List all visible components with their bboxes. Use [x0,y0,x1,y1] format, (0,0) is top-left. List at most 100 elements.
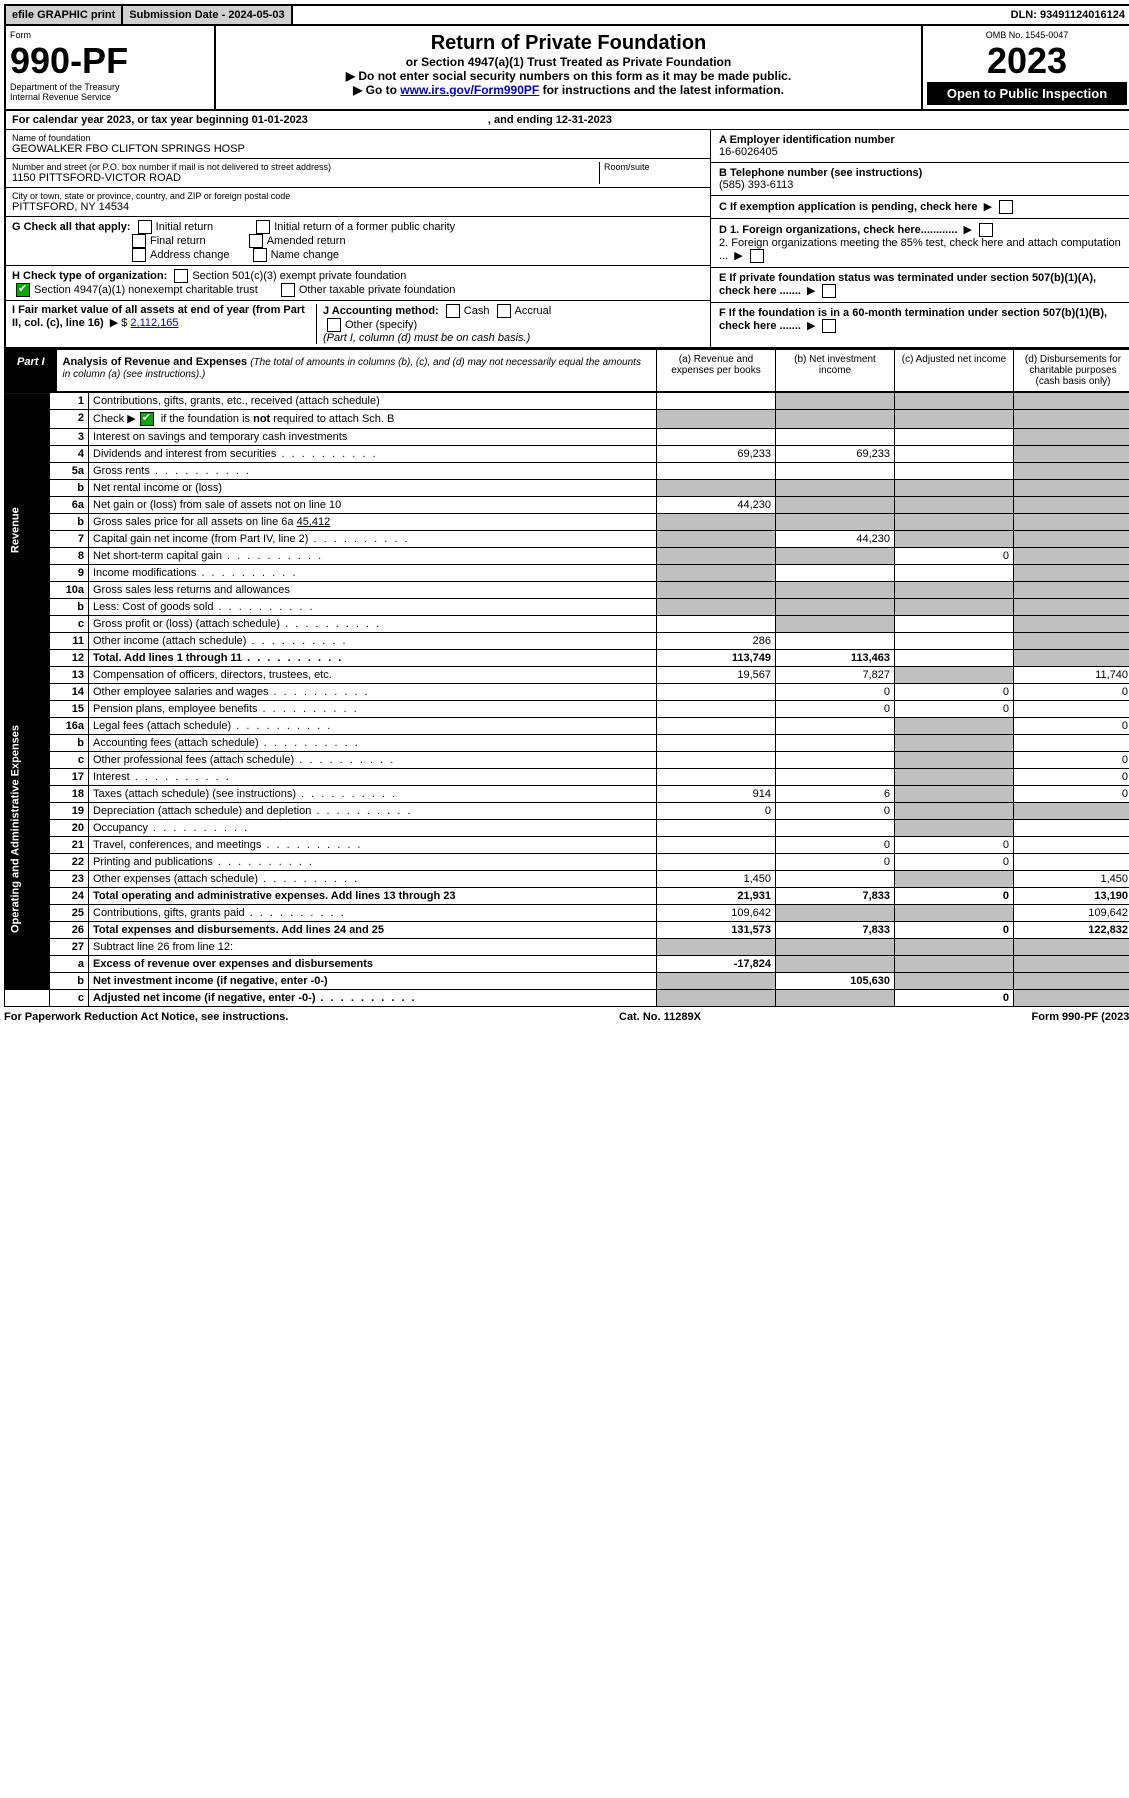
cal-begin: For calendar year 2023, or tax year begi… [12,114,308,126]
val-18d: 0 [1014,786,1129,803]
line-8: Net short-term capital gain [89,548,657,565]
table-row: cAdjusted net income (if negative, enter… [5,990,1129,1007]
val-26a: 131,573 [657,922,776,939]
val-13b: 7,827 [776,667,895,684]
val-11a: 286 [657,633,776,650]
foundation-name: GEOWALKER FBO CLIFTON SPRINGS HOSP [12,143,704,155]
line-12: Total. Add lines 1 through 11 [89,650,657,667]
note-ssn: ▶ Do not enter social security numbers o… [222,69,915,83]
table-row: 6aNet gain or (loss) from sale of assets… [5,497,1129,514]
e-checkbox[interactable] [822,284,836,298]
cat-no: Cat. No. 11289X [619,1011,701,1023]
omb: OMB No. 1545-0047 [927,30,1127,40]
cash-checkbox[interactable] [446,304,460,318]
g-opt-address: Address change [150,249,230,261]
val-18a: 914 [657,786,776,803]
irs-link[interactable]: www.irs.gov/Form990PF [400,83,539,97]
4947-checkbox[interactable] [16,283,30,297]
line-15: Pension plans, employee benefits [89,701,657,718]
val-25d: 109,642 [1014,905,1129,922]
city-state-zip: PITTSFORD, NY 14534 [12,201,704,213]
other-taxable-checkbox[interactable] [281,283,295,297]
line-27a: Excess of revenue over expenses and disb… [89,956,657,973]
h-row: H Check type of organization: Section 50… [6,266,710,301]
g-row: G Check all that apply: Initial return I… [6,217,710,266]
val-18b: 6 [776,786,895,803]
fmv-value[interactable]: 2,112,165 [130,317,178,329]
ein: 16-6026405 [719,146,778,158]
d2-checkbox[interactable] [750,249,764,263]
table-row: 20Occupancy [5,820,1129,837]
table-row: 18Taxes (attach schedule) (see instructi… [5,786,1129,803]
j-other: Other (specify) [345,319,417,331]
line-7: Capital gain net income (from Part IV, l… [89,531,657,548]
line-3: Interest on savings and temporary cash i… [89,429,657,446]
col-b-header: (b) Net investment income [776,350,895,391]
val-14c: 0 [895,684,1014,701]
line-10c: Gross profit or (loss) (attach schedule) [89,616,657,633]
schb-checkbox[interactable] [140,412,154,426]
val-24b: 7,833 [776,888,895,905]
val-15b: 0 [776,701,895,718]
name-change-checkbox[interactable] [253,248,267,262]
line-21: Travel, conferences, and meetings [89,837,657,854]
form-title: Return of Private Foundation [222,32,915,55]
efile-print-button[interactable]: efile GRAPHIC print [6,6,123,24]
table-row: bNet investment income (if negative, ent… [5,973,1129,990]
form-ref: Form 990-PF (2023) [1032,1011,1129,1023]
table-row: 27Subtract line 26 from line 12: [5,939,1129,956]
part1-table: Revenue 1Contributions, gifts, grants, e… [4,392,1129,1007]
val-23a: 1,450 [657,871,776,888]
irs: Internal Revenue Service [10,92,210,102]
501c3-checkbox[interactable] [174,269,188,283]
amended-return-checkbox[interactable] [249,234,263,248]
initial-return-checkbox[interactable] [138,220,152,234]
table-row: 12Total. Add lines 1 through 11113,74911… [5,650,1129,667]
val-4b: 69,233 [776,446,895,463]
val-6b: 45,412 [297,516,331,528]
table-row: 22Printing and publications00 [5,854,1129,871]
table-row: 25Contributions, gifts, grants paid109,6… [5,905,1129,922]
val-14b: 0 [776,684,895,701]
note-post: for instructions and the latest informat… [543,83,784,97]
arrow-icon: ▶ [984,200,992,213]
val-19a: 0 [657,803,776,820]
d1-checkbox[interactable] [979,223,993,237]
arrow-icon: ▶ [963,223,971,236]
form-number: 990-PF [10,40,210,82]
d2-label: 2. Foreign organizations meeting the 85%… [719,237,1121,262]
val-15c: 0 [895,701,1014,718]
line-26: Total expenses and disbursements. Add li… [89,922,657,939]
address-change-checkbox[interactable] [132,248,146,262]
line-24: Total operating and administrative expen… [89,888,657,905]
table-row: 14Other employee salaries and wages000 [5,684,1129,701]
table-row: 7Capital gain net income (from Part IV, … [5,531,1129,548]
line-5a: Gross rents [89,463,657,480]
accrual-checkbox[interactable] [497,304,511,318]
g-opt-name: Name change [271,249,340,261]
part1-title: Analysis of Revenue and Expenses [63,356,248,368]
line-4: Dividends and interest from securities [89,446,657,463]
f-label: F If the foundation is in a 60-month ter… [719,307,1107,332]
table-row: bNet rental income or (loss) [5,480,1129,497]
val-23d: 1,450 [1014,871,1129,888]
table-row: 5aGross rents [5,463,1129,480]
f-checkbox[interactable] [822,319,836,333]
table-row: 26Total expenses and disbursements. Add … [5,922,1129,939]
table-row: 16aLegal fees (attach schedule)0 [5,718,1129,735]
line-27: Subtract line 26 from line 12: [89,939,657,956]
arrow-icon: ▶ [807,284,815,297]
table-row: 11Other income (attach schedule)286 [5,633,1129,650]
arrow-icon: ▶ [734,249,742,262]
form-subtitle: or Section 4947(a)(1) Trust Treated as P… [222,55,915,69]
c-checkbox[interactable] [999,200,1013,214]
g-opt-amended: Amended return [267,235,346,247]
final-return-checkbox[interactable] [132,234,146,248]
line-23: Other expenses (attach schedule) [89,871,657,888]
other-method-checkbox[interactable] [327,318,341,332]
address: 1150 PITTSFORD-VICTOR ROAD [12,172,599,184]
form-header: Form 990-PF Department of the Treasury I… [4,26,1129,111]
former-charity-checkbox[interactable] [256,220,270,234]
table-row: 21Travel, conferences, and meetings00 [5,837,1129,854]
val-12a: 113,749 [657,650,776,667]
